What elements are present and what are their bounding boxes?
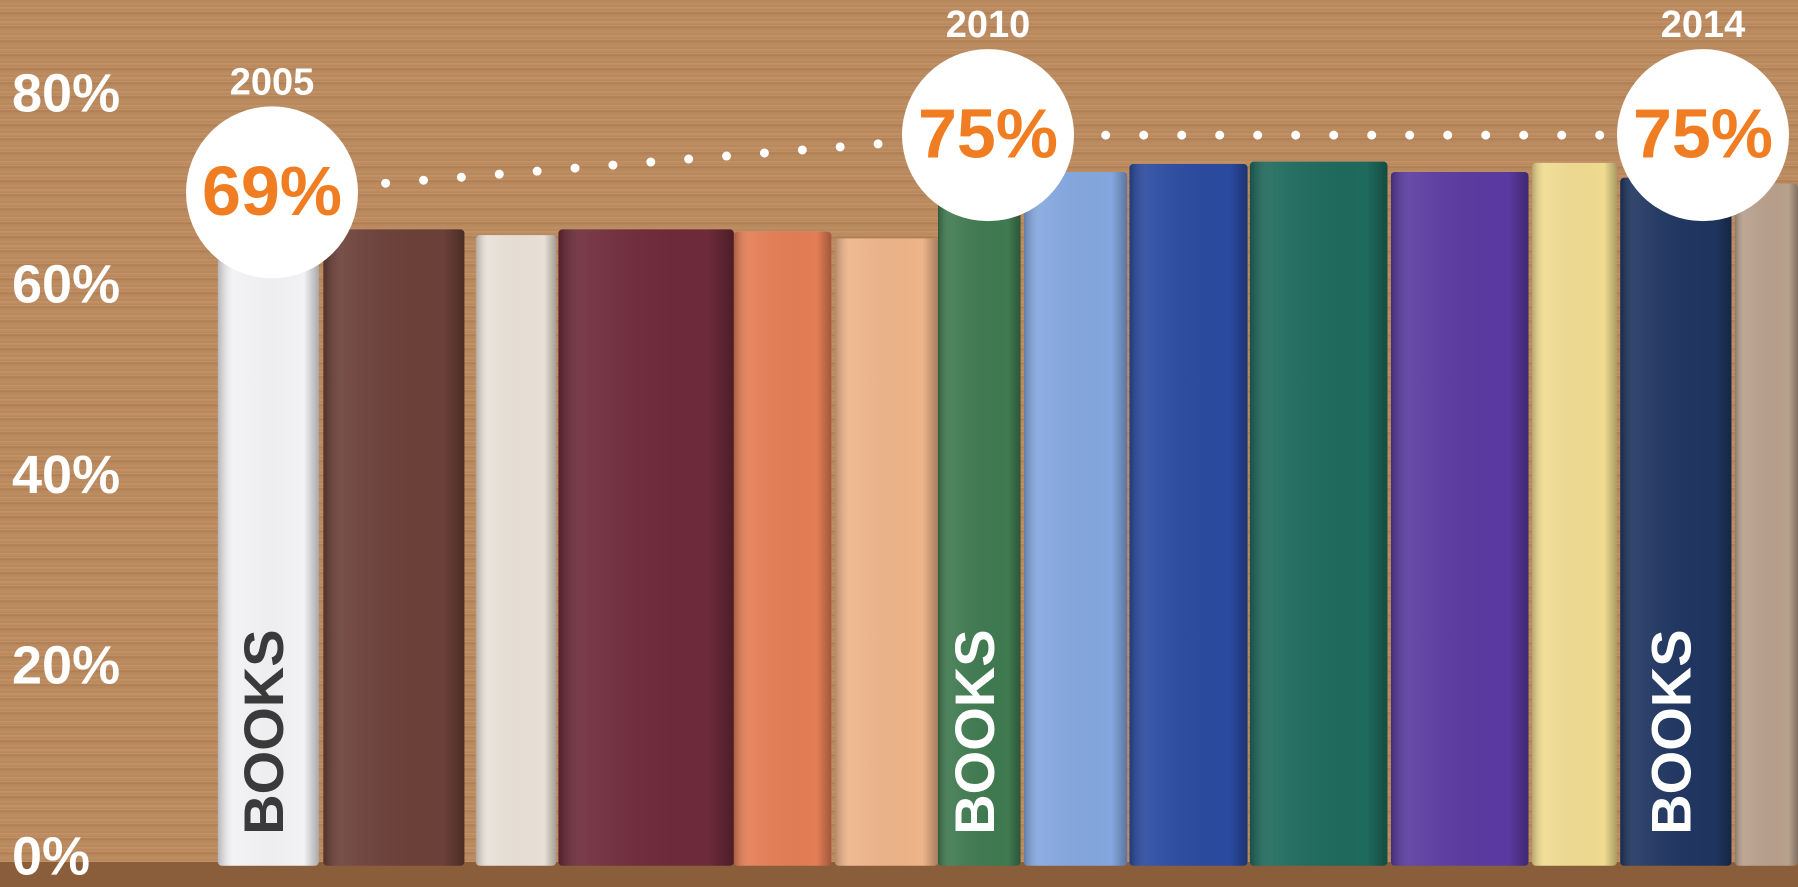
book-shade	[323, 229, 464, 865]
y-tick-label: 40%	[12, 445, 120, 505]
value-label: 75%	[918, 95, 1058, 173]
x-category-label: 2005	[230, 61, 315, 103]
shelf	[0, 862, 1798, 887]
books: BOOKS BOOKS BOOKS	[218, 162, 1798, 866]
x-category-label: 2014	[1661, 4, 1746, 46]
y-tick-label: 20%	[12, 636, 120, 696]
book-shade	[1391, 172, 1529, 866]
book-label: BOOKS	[1640, 629, 1703, 834]
y-tick-label: 80%	[12, 64, 120, 124]
book-shade	[835, 239, 938, 866]
book-shade	[476, 235, 556, 866]
y-tick-label: 60%	[12, 254, 120, 314]
book-shade	[1532, 163, 1617, 866]
value-label: 69%	[202, 152, 342, 230]
book-shade	[1129, 164, 1247, 866]
value-label: 75%	[1633, 95, 1773, 173]
book-shade	[1250, 162, 1388, 866]
book-shade	[734, 232, 831, 866]
chart: BOOKS BOOKS BOOKS 0% 20% 40% 60% 80% 69% 2005 75%…	[0, 0, 1798, 887]
book-label: BOOKS	[943, 629, 1006, 834]
y-tick-label: 0%	[12, 826, 90, 886]
book-label: BOOKS	[232, 629, 295, 834]
book-shade	[558, 229, 733, 865]
x-category-label: 2010	[946, 4, 1031, 46]
book-shade	[1024, 172, 1127, 866]
book-shade	[1735, 183, 1798, 865]
